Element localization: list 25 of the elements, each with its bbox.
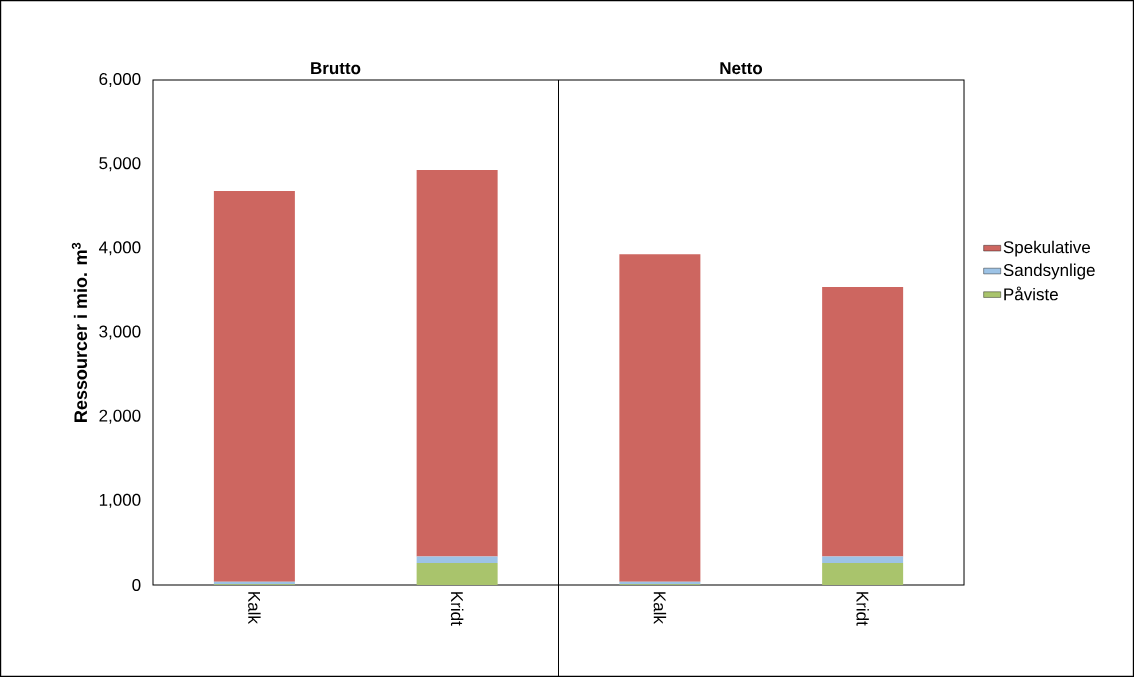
y-tick-label: 2,000: [99, 409, 141, 424]
bar: [213, 191, 295, 582]
legend-label: Spekulative: [1003, 240, 1091, 257]
y-tick-label: 3,000: [99, 325, 141, 340]
x-tick-label: Kalk: [653, 592, 667, 624]
legend-label: Påviste: [1004, 286, 1058, 301]
bar: [619, 254, 701, 582]
bar: [822, 287, 904, 557]
y-tick-label: 0: [132, 578, 141, 592]
bar: [416, 563, 498, 585]
x-tick-label: Kridt: [450, 592, 464, 626]
text: Brutto: [311, 62, 361, 75]
bar: [416, 170, 498, 557]
x-tick-label: Kridt: [856, 592, 869, 626]
x-tick-label: Kalk: [248, 592, 261, 624]
legend-label: Sandsynlige: [1003, 263, 1095, 280]
bar: [822, 563, 904, 585]
bar: [416, 556, 498, 564]
y-tick-label: 4,000: [98, 241, 141, 256]
y-tick-label: 5,000: [99, 157, 141, 172]
y-tick-label: 1,000: [99, 493, 141, 508]
y-tick-label: 6,000: [99, 72, 141, 88]
y-axis-title: Ressourcer i mio. m$^{3}$: [71, 242, 88, 422]
bar: [822, 556, 904, 564]
text: Netto: [720, 62, 763, 75]
